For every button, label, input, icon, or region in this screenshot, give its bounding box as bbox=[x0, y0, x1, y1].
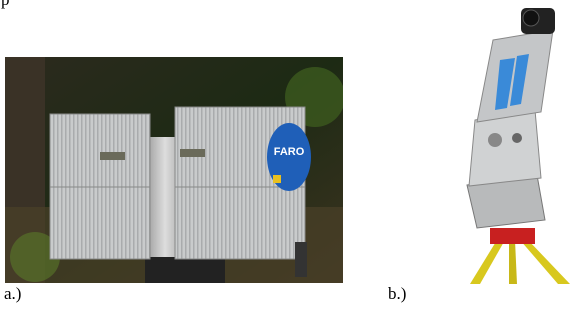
logo-text: FARO bbox=[274, 146, 305, 158]
panel-label: b.) bbox=[388, 284, 407, 303]
cropped-text: p bbox=[1, 0, 10, 8]
photo-scanner-b bbox=[455, 0, 571, 284]
photo-scanner-a: FARO bbox=[5, 57, 343, 283]
panel-label: a.) bbox=[4, 284, 22, 303]
